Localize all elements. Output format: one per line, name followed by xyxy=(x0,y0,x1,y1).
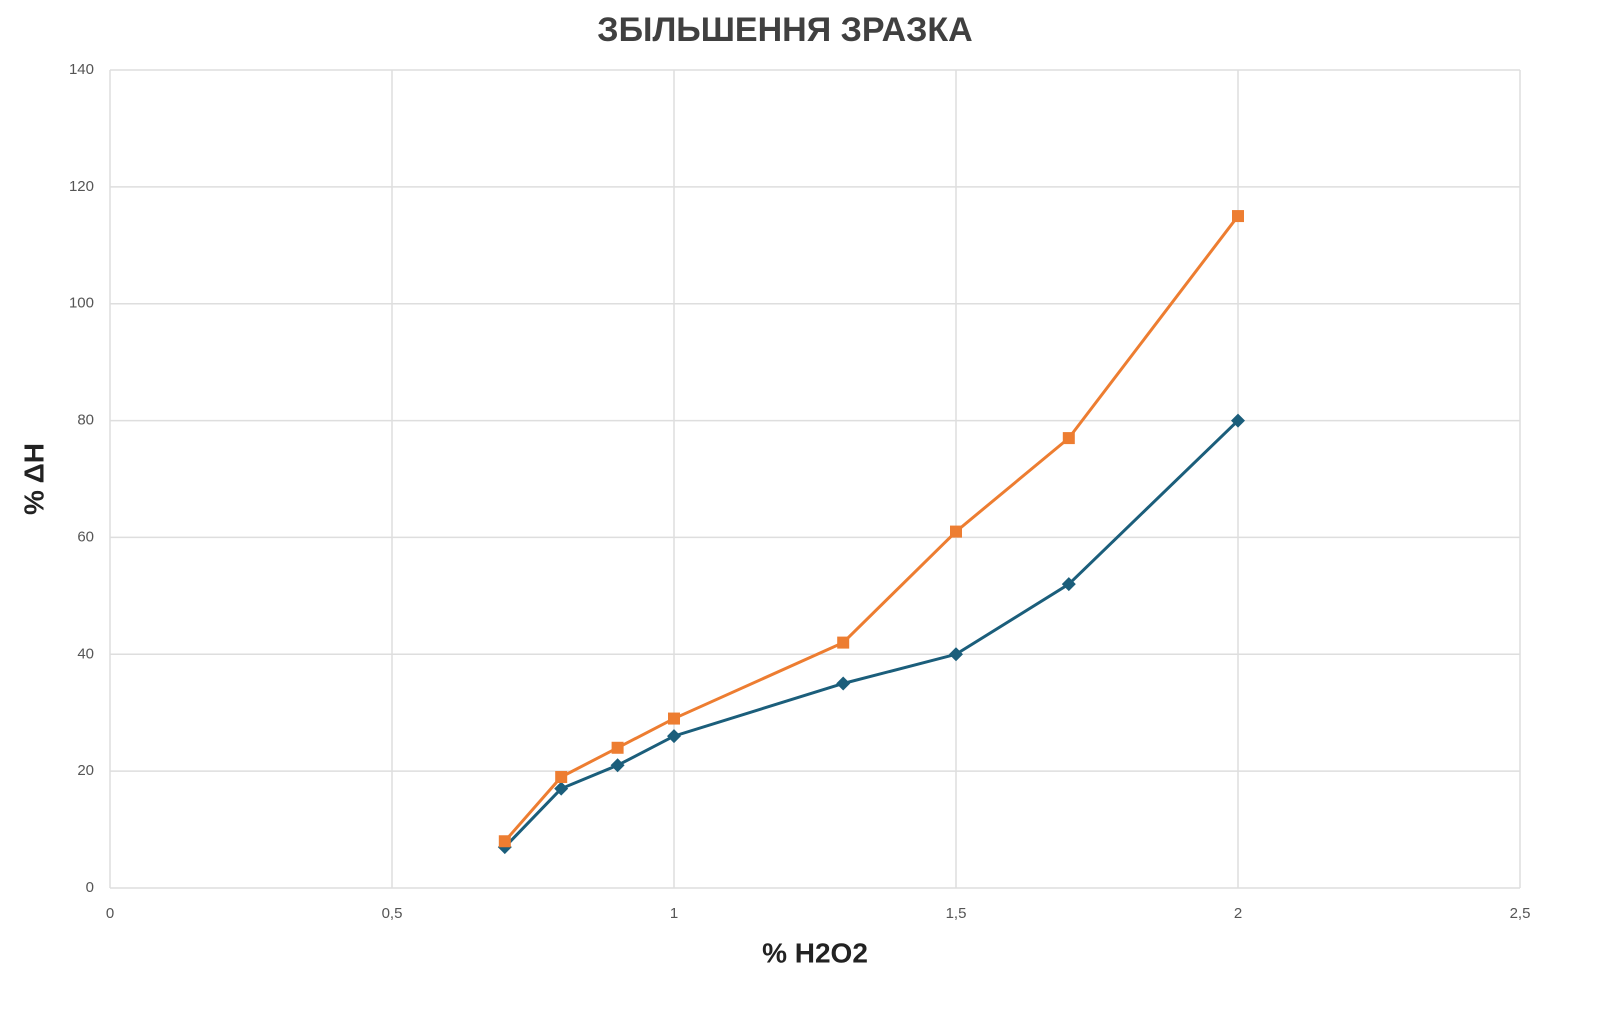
point-marker xyxy=(950,525,962,538)
x-tick-label: 0,5 xyxy=(382,905,403,922)
x-tick-label: 1,5 xyxy=(946,905,967,922)
y-tick-label: 140 xyxy=(69,61,94,78)
x-axis-label: % H2O2 xyxy=(762,937,868,968)
point-marker xyxy=(836,676,851,691)
point-marker xyxy=(610,758,625,773)
x-tick-label: 1 xyxy=(670,905,678,922)
point-marker xyxy=(1062,432,1075,445)
series-line xyxy=(503,419,1240,849)
x-tick-label: 0 xyxy=(106,905,114,922)
point-marker xyxy=(668,712,680,725)
x-tick-label: 2 xyxy=(1234,905,1242,922)
point-marker xyxy=(554,781,569,796)
y-axis-label: % ΔH xyxy=(18,443,49,515)
point-marker xyxy=(1231,413,1245,428)
y-tick-label: 0 xyxy=(86,879,94,896)
point-marker xyxy=(1061,577,1076,592)
point-marker xyxy=(1232,210,1244,223)
point-marker xyxy=(611,741,624,754)
y-tick-label: 60 xyxy=(77,528,94,545)
x-tick-label: 2,5 xyxy=(1510,905,1531,922)
point-marker xyxy=(498,835,511,848)
series-line xyxy=(503,215,1240,843)
y-tick-label: 40 xyxy=(77,645,94,662)
point-marker xyxy=(837,636,850,649)
point-marker xyxy=(555,770,568,783)
point-marker xyxy=(667,729,681,744)
y-tick-label: 100 xyxy=(69,295,94,312)
point-marker xyxy=(949,647,963,662)
y-tick-label: 80 xyxy=(77,412,94,429)
chart-title: ЗБІЛЬШЕННЯ ЗРАЗКА xyxy=(597,11,972,49)
y-tick-label: 120 xyxy=(69,178,94,195)
y-tick-label: 20 xyxy=(77,762,94,779)
